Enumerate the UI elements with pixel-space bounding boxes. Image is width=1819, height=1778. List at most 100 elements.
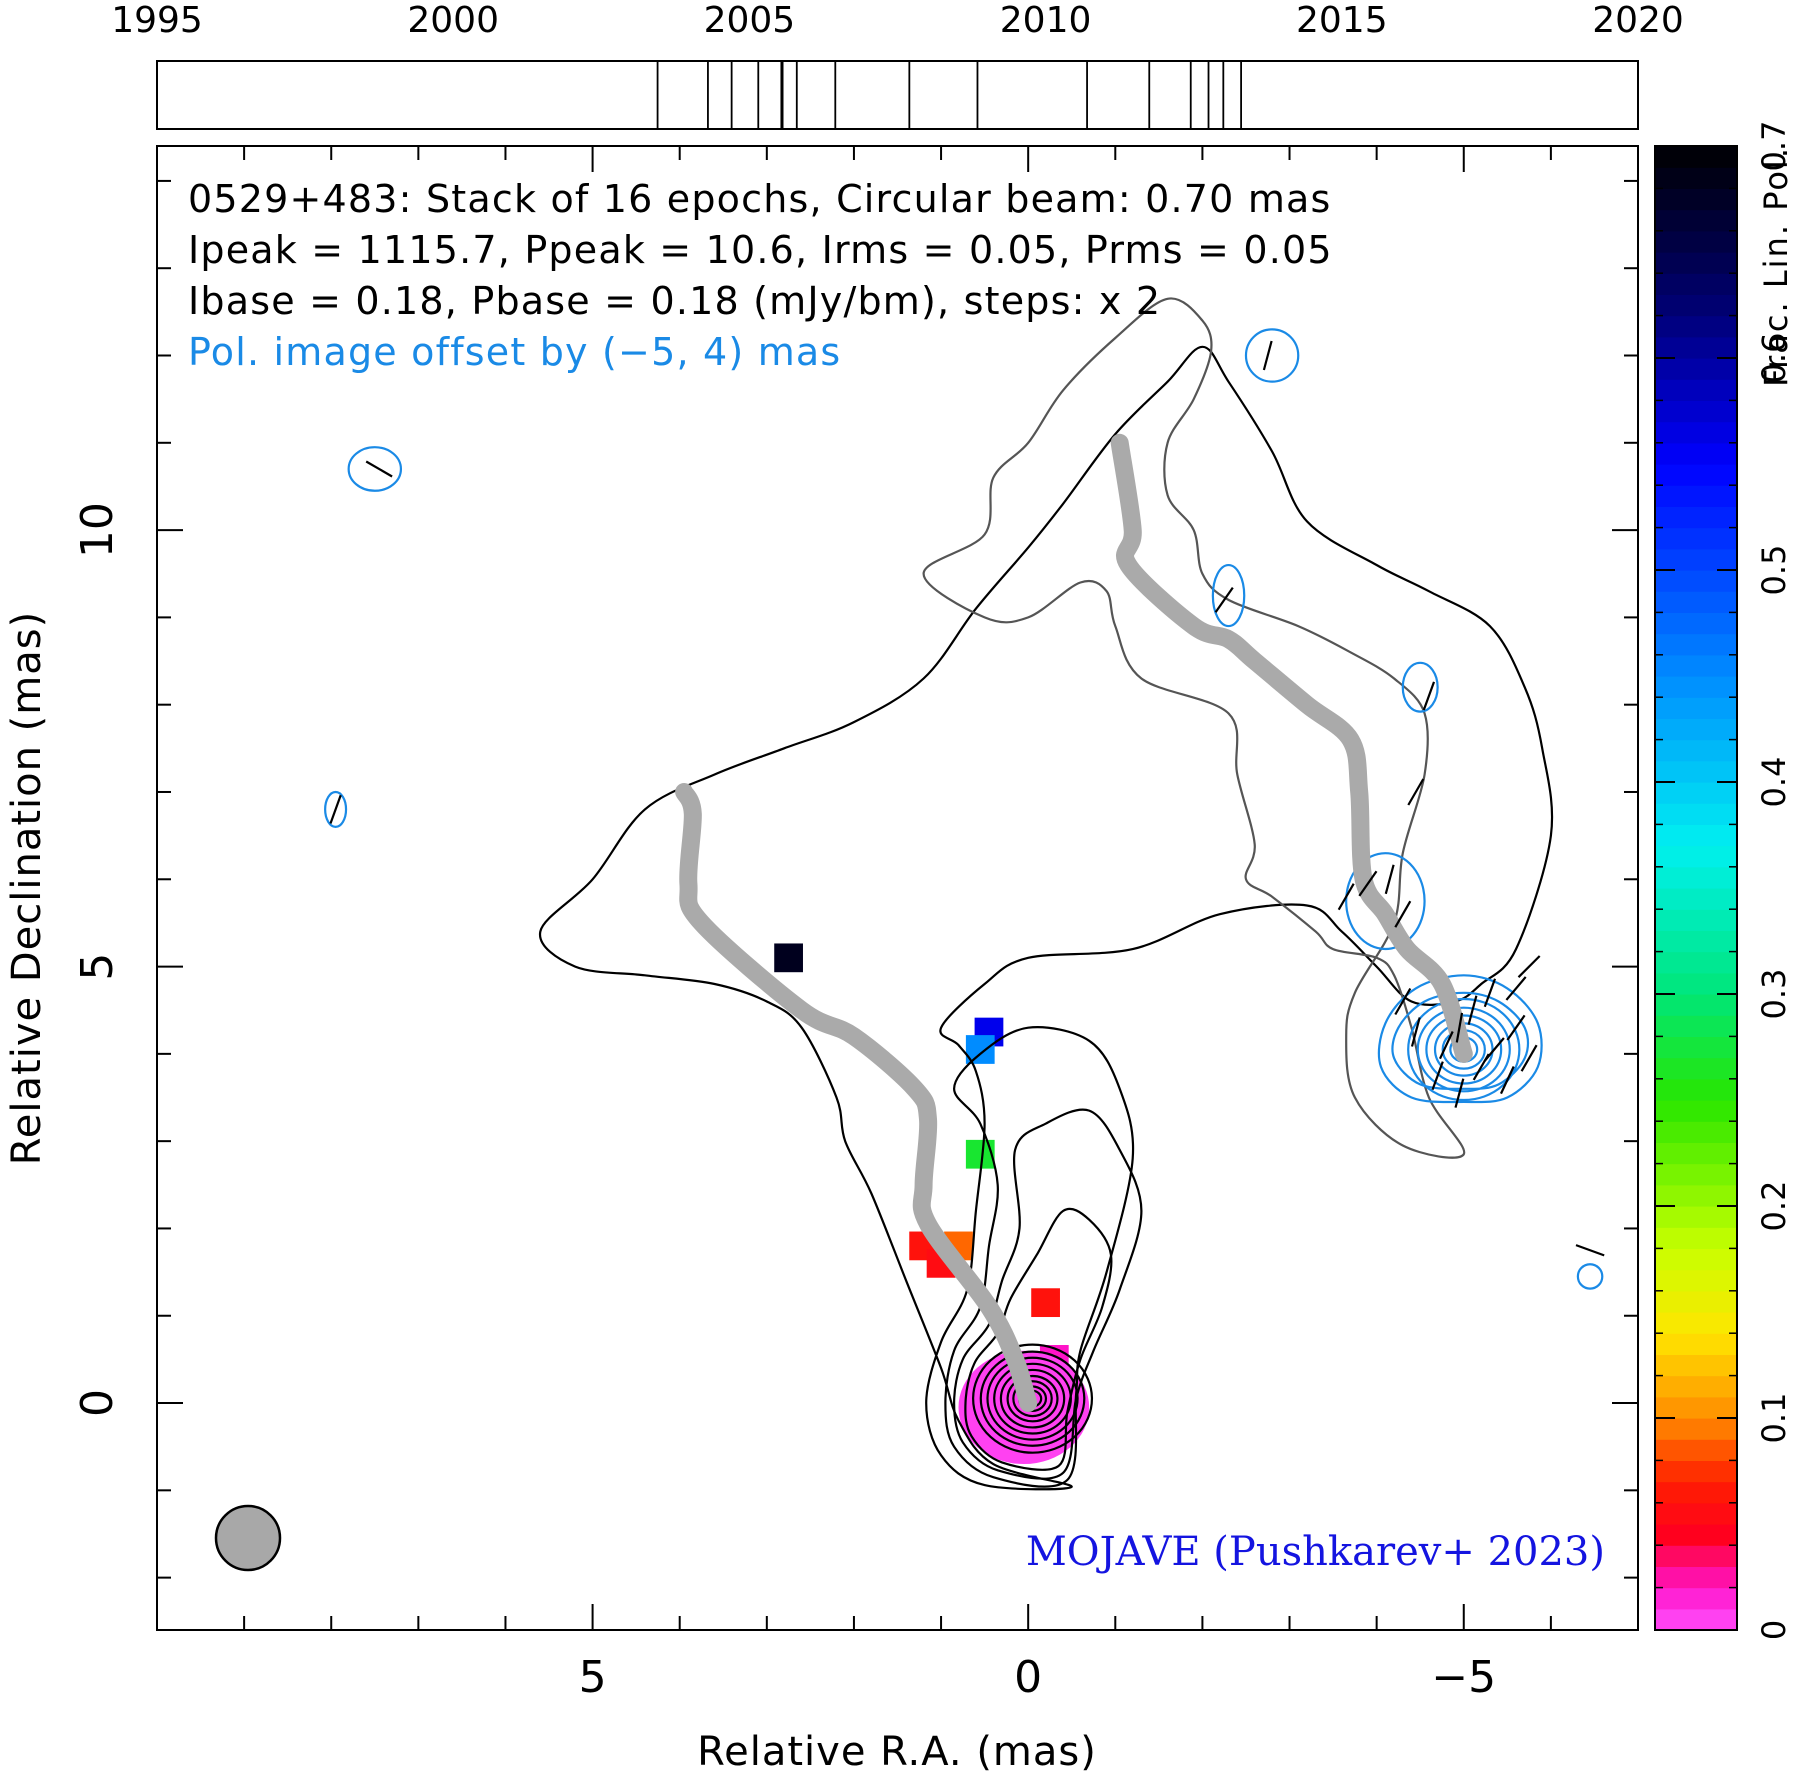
colorbar: 0 0.1 0.2 0.3 0.4 0.5 0.6 0.7 Frac. Lin. Pol. [1654, 121, 1795, 1640]
colorbar-step [1655, 676, 1737, 698]
colorbar-step [1655, 803, 1737, 825]
colorbar-step [1655, 379, 1737, 401]
timeline-year-label: 2020 [1592, 0, 1684, 41]
core-contour [1006, 1374, 1059, 1423]
evpa-tick [1500, 1066, 1515, 1095]
evpa-tick [1575, 1244, 1605, 1257]
colorbar-step [1655, 1269, 1737, 1292]
x-axis-label: Relative R.A. (mas) [697, 1729, 1097, 1775]
total-intensity-contours [539, 297, 1554, 1491]
colorbar-step [1655, 1290, 1737, 1313]
evpa-ticks [329, 340, 1605, 1257]
core-contour [999, 1368, 1066, 1429]
colorbar-tick-label: 0.7 [1755, 121, 1793, 172]
beam-ellipse [214, 1504, 282, 1572]
colorbar-step [1655, 633, 1737, 656]
offset-intensity-contour [922, 297, 1466, 1159]
colorbar-tick-label: 0.6 [1755, 333, 1793, 384]
colorbar-step [1655, 1100, 1737, 1122]
timeline: 1995 2000 2005 2010 2015 2020 [111, 0, 1684, 130]
credit-label: MOJAVE (Pushkarev+ 2023) [1026, 1529, 1605, 1575]
colorbar-step [1655, 506, 1737, 529]
evpa-tick [1505, 976, 1527, 1001]
colorbar-step [1655, 951, 1737, 974]
axis-tick-labels: 5 0 −5 0 5 10 [72, 502, 1496, 1703]
polarization-contour [1401, 661, 1439, 713]
colorbar-step [1655, 294, 1737, 317]
colorbar-step [1655, 1418, 1737, 1440]
colorbar-frame [1654, 145, 1738, 1631]
x-tick-label: −5 [1431, 1652, 1496, 1703]
title-line-2: Ipeak = 1115.7, Ppeak = 10.6, Irms = 0.0… [188, 228, 1333, 272]
colorbar-step [1655, 442, 1737, 465]
colorbar-step [1655, 1460, 1737, 1483]
colorbar-tick-label: 0.3 [1755, 969, 1793, 1020]
colorbar-step [1655, 209, 1737, 232]
colorbar-tick-label: 0.2 [1755, 1181, 1793, 1232]
evpa-tick [1407, 778, 1425, 806]
colorbar-step [1655, 1333, 1737, 1355]
evpa-tick [1520, 1044, 1538, 1072]
colorbar-tick-label: 0.5 [1755, 545, 1793, 596]
colorbar-step [1655, 888, 1737, 910]
colorbar-step [1655, 654, 1737, 677]
evpa-tick [1467, 995, 1478, 1025]
polarization-contour [1576, 1263, 1604, 1290]
colorbar-step [1655, 1354, 1737, 1377]
fpol-pixel [965, 1139, 995, 1169]
evpa-tick [1337, 883, 1355, 911]
timeline-epochs [656, 61, 1242, 129]
colorbar-step [1655, 464, 1737, 486]
colorbar-step [1655, 485, 1737, 507]
colorbar-step [1655, 1078, 1737, 1101]
colorbar-step [1655, 315, 1737, 338]
colorbar-step [1655, 1396, 1737, 1419]
core-contour [1012, 1380, 1053, 1418]
evpa-tick [1394, 987, 1412, 1016]
timeline-tick-labels: 1995 2000 2005 2010 2015 2020 [111, 0, 1684, 41]
colorbar-step [1655, 1163, 1737, 1186]
fpol-pixel [1031, 1288, 1060, 1318]
polarization-contour [1345, 852, 1426, 951]
colorbar-step [1655, 1121, 1737, 1143]
polarization-contour [324, 790, 348, 828]
colorbar-step [1655, 1439, 1737, 1461]
colorbar-step [1655, 527, 1737, 550]
evpa-tick [1483, 978, 1497, 1008]
evpa-tick [1384, 864, 1395, 895]
offset-note: Pol. image offset by (−5, 4) mas [188, 330, 841, 374]
colorbar-tick-label: 0 [1755, 1620, 1793, 1640]
x-tick-label: 5 [579, 1652, 607, 1703]
colorbar-step [1655, 1566, 1737, 1589]
colorbar-step [1655, 1524, 1737, 1546]
colorbar-step [1655, 1375, 1737, 1398]
core-contour [972, 1343, 1094, 1454]
colorbar-step [1655, 336, 1737, 359]
fpol-pixel [774, 943, 803, 973]
evpa-tick [329, 794, 342, 824]
y-tick-label: 0 [72, 1389, 123, 1417]
plot-area [156, 145, 1639, 1631]
y-tick-label: 10 [72, 502, 123, 558]
evpa-tick [1517, 955, 1541, 978]
evpa-tick [1410, 1017, 1421, 1047]
timeline-year-label: 2010 [1000, 0, 1092, 41]
colorbar-step [1655, 1057, 1737, 1080]
evpa-tick [1439, 1031, 1454, 1060]
colorbar-step [1655, 909, 1737, 931]
colorbar-step [1655, 252, 1737, 274]
axis-ticks [157, 146, 1638, 1630]
colorbar-tick-label: 0.4 [1755, 757, 1793, 808]
colorbar-step [1655, 1227, 1737, 1249]
colorbar-label: Frac. Lin. Pol. [1757, 146, 1795, 387]
evpa-tick [1455, 1012, 1464, 1043]
y-axis-label: Relative Declination (mas) [4, 611, 50, 1165]
polarization-contour [1211, 563, 1246, 628]
colorbar-step [1655, 866, 1737, 889]
core-contour [979, 1350, 1086, 1447]
colorbar-step [1655, 1036, 1737, 1059]
evpa-tick [1394, 900, 1412, 928]
ridge-line-offset [1110, 433, 1473, 1063]
polarization-contour [1391, 991, 1530, 1090]
